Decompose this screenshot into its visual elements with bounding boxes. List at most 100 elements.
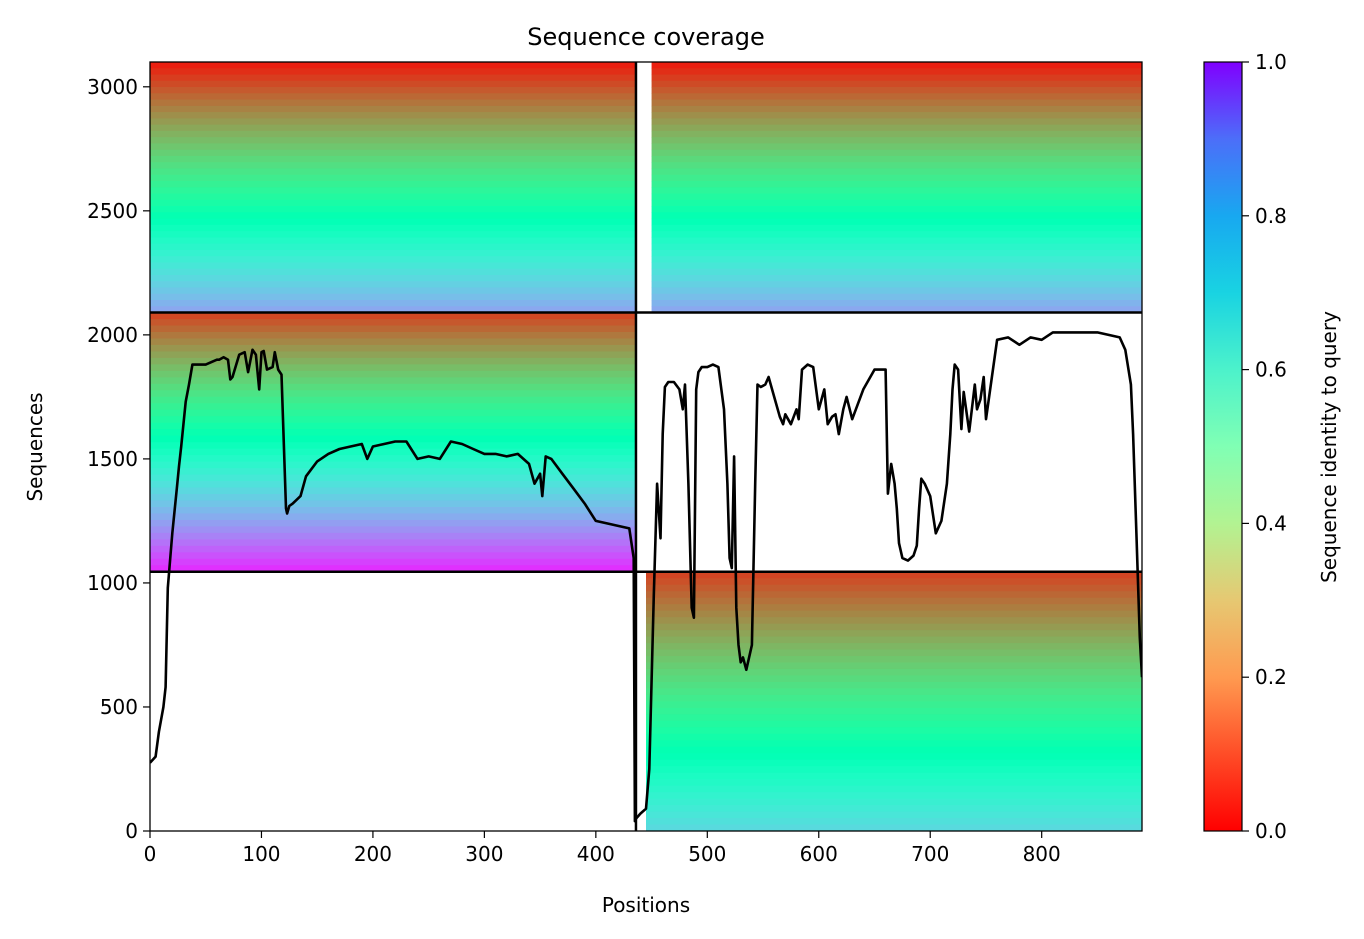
chart-title: Sequence coverage: [527, 23, 764, 51]
x-tick-label: 800: [1023, 842, 1061, 866]
heat-band: [150, 181, 636, 188]
heat-band: [646, 766, 1142, 774]
heat-band: [150, 112, 636, 119]
x-tick-label: 400: [577, 842, 615, 866]
heat-band: [150, 262, 636, 270]
heat-band: [150, 281, 636, 289]
heat-band: [150, 130, 636, 138]
coverage-line-group: [150, 331, 1142, 823]
heat-band: [150, 293, 636, 301]
heat-band: [150, 558, 636, 566]
heat-band: [150, 137, 636, 145]
heat-band: [150, 526, 636, 534]
heat-band: [646, 720, 1142, 728]
heat-band: [150, 124, 636, 132]
heat-band: [651, 206, 1142, 213]
heat-band: [150, 474, 636, 482]
heat-band: [646, 818, 1142, 826]
heat-band: [150, 442, 636, 450]
heat-band: [646, 675, 1142, 683]
heat-band: [651, 199, 1142, 207]
heat-band: [150, 435, 636, 443]
heat-band: [646, 623, 1142, 631]
heat-band: [150, 87, 636, 94]
heat-band: [150, 187, 636, 195]
heat-band: [646, 772, 1142, 780]
x-axis-label: Positions: [602, 893, 690, 917]
heat-band: [646, 584, 1142, 592]
heat-band: [646, 591, 1142, 599]
heat-band: [150, 93, 636, 101]
heat-band: [150, 565, 636, 573]
heat-band: [651, 256, 1142, 264]
y-tick-label: 3000: [87, 75, 138, 99]
heat-band: [646, 668, 1142, 677]
heat-band: [651, 68, 1142, 76]
heat-band: [150, 256, 636, 264]
heat-band: [651, 268, 1142, 276]
heat-band: [150, 455, 636, 463]
heat-band: [651, 124, 1142, 132]
x-tick-label: 300: [465, 842, 503, 866]
block-boundaries: [150, 62, 1142, 831]
y-axis-label: Sequences: [23, 392, 47, 501]
heat-band: [651, 137, 1142, 145]
heat-band: [646, 759, 1142, 767]
heat-band: [651, 306, 1142, 314]
heat-band: [651, 187, 1142, 195]
colorbar-label: Sequence identity to query: [1317, 311, 1341, 583]
heat-band: [150, 390, 636, 398]
heat-band: [651, 249, 1142, 257]
heat-band: [150, 422, 636, 430]
x-axis-ticks: 0 100 200 300 400 500 600 700 800: [144, 831, 1061, 866]
heat-band: [646, 805, 1142, 813]
heat-band: [150, 149, 636, 157]
heat-band: [150, 519, 636, 528]
heat-band: [651, 293, 1142, 301]
heat-band: [651, 93, 1142, 101]
x-tick-label: 100: [242, 842, 280, 866]
heat-band: [150, 312, 636, 320]
heat-band: [150, 396, 636, 404]
heat-band: [150, 403, 636, 411]
heat-band: [651, 237, 1142, 245]
heat-band: [150, 143, 636, 151]
heat-band: [150, 344, 636, 353]
heat-band: [646, 578, 1142, 586]
heat-band: [646, 707, 1142, 715]
heat-band: [646, 792, 1142, 800]
heat-band: [150, 545, 636, 553]
heat-band: [651, 130, 1142, 138]
y-tick-label: 2500: [87, 199, 138, 223]
heat-band: [150, 552, 636, 560]
heat-band: [150, 249, 636, 257]
heat-band: [651, 193, 1142, 201]
heat-band: [651, 168, 1142, 176]
heat-band: [150, 243, 636, 251]
x-tick-label: 0: [144, 842, 157, 866]
heat-band: [150, 481, 636, 489]
heat-band: [150, 377, 636, 385]
heat-band: [150, 409, 636, 417]
colorbar-ticks: 0.0 0.2 0.4 0.6 0.8 1.0: [1242, 50, 1287, 843]
heat-band: [150, 105, 636, 113]
heat-band: [646, 733, 1142, 741]
heat-band: [150, 319, 636, 327]
heat-band: [651, 300, 1142, 307]
heat-band: [651, 87, 1142, 94]
heat-band: [150, 383, 636, 391]
heat-band: [651, 99, 1142, 107]
heat-band: [150, 162, 636, 170]
heat-band: [150, 500, 636, 508]
x-tick-label: 700: [911, 842, 949, 866]
colorbar-tick-label: 0.0: [1255, 819, 1287, 843]
heat-band: [651, 149, 1142, 157]
heat-band: [150, 416, 636, 424]
heat-band: [651, 231, 1142, 238]
heat-band: [651, 262, 1142, 270]
heat-band: [150, 62, 636, 69]
heat-band: [150, 231, 636, 238]
heat-band: [646, 656, 1142, 664]
heat-band: [651, 62, 1142, 69]
